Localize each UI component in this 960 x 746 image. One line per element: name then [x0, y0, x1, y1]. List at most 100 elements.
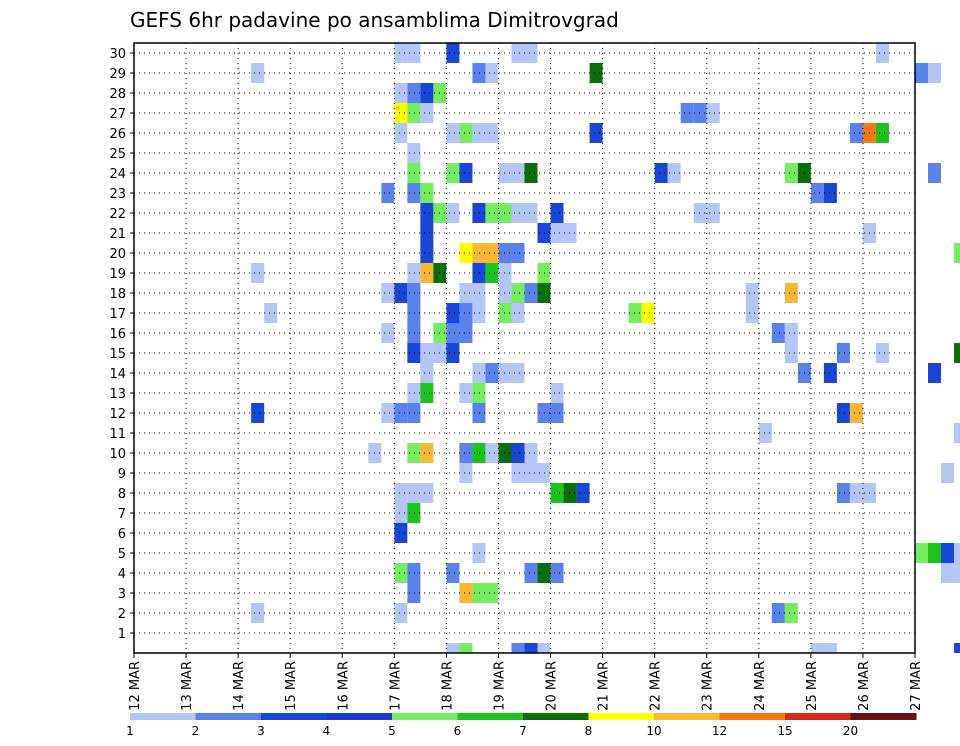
precip-cell — [563, 483, 577, 503]
y-tick-label: 9 — [118, 467, 126, 482]
precip-cell — [485, 263, 499, 283]
precip-cell — [511, 443, 525, 463]
y-tick-label: 15 — [109, 347, 126, 362]
precip-cell — [407, 143, 421, 163]
precip-cell — [420, 83, 434, 103]
precip-cell — [459, 323, 473, 343]
precip-cell — [537, 643, 551, 653]
precip-cell — [472, 263, 486, 283]
precip-cell — [823, 643, 837, 653]
legend-swatch — [523, 713, 589, 720]
precip-cell — [394, 283, 408, 303]
precip-cell — [407, 343, 421, 363]
precip-cell — [394, 83, 408, 103]
x-tick-label: 16 MAR — [336, 661, 351, 711]
y-tick-label: 17 — [109, 307, 126, 322]
precip-cell — [381, 183, 395, 203]
precip-cell — [472, 403, 486, 423]
x-tick-label: 14 MAR — [232, 661, 247, 711]
x-tick-label: 20 MAR — [545, 661, 560, 711]
precip-cell — [758, 423, 772, 443]
precip-cell — [784, 343, 798, 363]
legend-label: 8 — [585, 724, 593, 738]
precip-cell — [524, 643, 538, 653]
precip-cell — [459, 583, 473, 603]
precip-cell — [511, 43, 525, 63]
precip-cell — [407, 163, 421, 183]
y-tick-label: 18 — [109, 287, 126, 302]
precip-cell — [836, 343, 850, 363]
precip-cell — [407, 43, 421, 63]
x-tick-label: 22 MAR — [649, 661, 664, 711]
precip-cell — [472, 123, 486, 143]
legend-swatch — [785, 713, 851, 720]
precip-cell — [485, 443, 499, 463]
precip-cell — [915, 543, 929, 563]
precip-cell — [459, 463, 473, 483]
precip-cell — [394, 483, 408, 503]
legend-label: 6 — [454, 724, 462, 738]
precip-cell — [420, 263, 434, 283]
precip-cell — [836, 483, 850, 503]
x-tick-label: 24 MAR — [753, 661, 768, 711]
precip-cell — [472, 443, 486, 463]
precip-cell — [420, 383, 434, 403]
precip-cell — [420, 243, 434, 263]
precip-cell — [407, 403, 421, 423]
y-tick-label: 24 — [109, 167, 126, 182]
precip-cell — [589, 63, 603, 83]
precip-cell — [485, 363, 499, 383]
y-tick-label: 2 — [118, 607, 126, 622]
precip-cell — [784, 163, 798, 183]
precip-cell — [381, 323, 395, 343]
precip-cell — [954, 563, 960, 583]
precip-cell — [394, 503, 408, 523]
precip-cell — [550, 403, 564, 423]
x-tick-label: 23 MAR — [701, 661, 716, 711]
precip-cell — [954, 423, 960, 443]
precip-cell — [251, 603, 265, 623]
precip-cell — [459, 283, 473, 303]
precip-cell — [524, 443, 538, 463]
y-tick-label: 20 — [109, 247, 126, 262]
plot-frame — [133, 42, 916, 654]
precip-cell — [472, 303, 486, 323]
precip-cell — [928, 63, 942, 83]
y-tick-label: 25 — [109, 147, 126, 162]
precip-cell — [420, 223, 434, 243]
precip-cell — [928, 543, 942, 563]
precip-cell — [394, 403, 408, 423]
precip-cell — [407, 303, 421, 323]
precip-cell — [394, 43, 408, 63]
precip-cell — [446, 323, 460, 343]
precip-cell — [524, 283, 538, 303]
precip-cell — [420, 183, 434, 203]
precip-cell — [745, 283, 759, 303]
x-tick-label: 21 MAR — [597, 661, 612, 711]
precip-cell — [459, 383, 473, 403]
precip-cell — [407, 503, 421, 523]
y-tick-label: 1 — [118, 627, 126, 642]
precip-cell — [394, 123, 408, 143]
precip-cell — [524, 43, 538, 63]
legend-label: 1 — [126, 724, 134, 738]
precip-cell — [810, 643, 824, 653]
x-tick-label: 25 MAR — [805, 661, 820, 711]
legend-label: 2 — [192, 724, 200, 738]
precip-cell — [849, 483, 863, 503]
precip-cell — [680, 103, 694, 123]
precip-cell — [771, 323, 785, 343]
y-tick-label: 6 — [118, 527, 126, 542]
precip-cell — [420, 363, 434, 383]
color-scale-legend: 1 2 3 4 5 6 7 8 10 12 15 20 — [126, 713, 917, 738]
legend-label: 5 — [388, 724, 396, 738]
precip-cell — [589, 123, 603, 143]
precip-cell — [394, 563, 408, 583]
precip-cell — [472, 283, 486, 303]
y-tick-label: 4 — [118, 567, 126, 582]
precip-cell — [459, 123, 473, 143]
precip-cell — [941, 543, 955, 563]
precip-cell — [485, 63, 499, 83]
legend-label: 20 — [843, 724, 858, 738]
